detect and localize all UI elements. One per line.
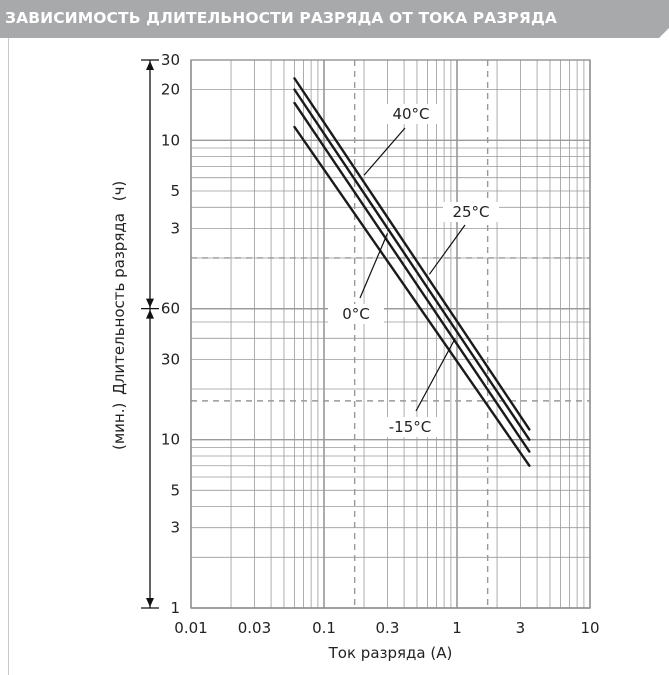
y-tick-label-hours: 10 bbox=[161, 131, 180, 149]
bracket-arrowhead bbox=[146, 598, 154, 607]
series-label-bg bbox=[382, 417, 438, 437]
chart-header: ЗАВИСИМОСТЬ ДЛИТЕЛЬНОСТИ РАЗРЯДА ОТ ТОКА… bbox=[0, 0, 669, 38]
series-label-bg bbox=[443, 202, 499, 222]
x-tick-label: 3 bbox=[516, 619, 526, 637]
y-tick-label-minutes: 3 bbox=[170, 519, 180, 537]
y-axis-title: Длительность разряда bbox=[110, 213, 128, 395]
x-tick-label: 0.3 bbox=[376, 619, 400, 637]
bracket-arrowhead bbox=[146, 309, 154, 319]
x-tick-label: 10 bbox=[580, 619, 599, 637]
y-tick-label-minutes: 10 bbox=[161, 431, 180, 449]
y-tick-label-hours: 5 bbox=[170, 182, 180, 200]
series-label: 25°C bbox=[452, 203, 489, 221]
series-leader-line bbox=[359, 233, 389, 299]
y-tick-label-minutes: 30 bbox=[161, 350, 180, 368]
series-leader-line bbox=[363, 127, 406, 176]
y-tick-label-minutes: 1 bbox=[170, 599, 180, 617]
y-tick-label-hours: 20 bbox=[161, 81, 180, 99]
series-labels: 40°C 25°C 0°C -15°C bbox=[328, 104, 499, 437]
header-corner-cut bbox=[659, 28, 669, 38]
series-label: 0°C bbox=[342, 305, 370, 323]
plot-border bbox=[190, 59, 591, 609]
bracket-arrowhead bbox=[146, 298, 154, 308]
series-line bbox=[293, 101, 531, 453]
x-tick-label: 0.03 bbox=[238, 619, 271, 637]
series-label: 40°C bbox=[392, 105, 429, 123]
series-label-bg bbox=[328, 304, 384, 324]
y-tick-label-minutes: 60 bbox=[161, 300, 180, 318]
y-unit-hours: (ч) bbox=[110, 181, 128, 202]
series-label-bg bbox=[383, 104, 439, 124]
chart-title: ЗАВИСИМОСТЬ ДЛИТЕЛЬНОСТИ РАЗРЯДА ОТ ТОКА… bbox=[5, 9, 557, 27]
y-tick-label-hours: 30 bbox=[161, 51, 180, 69]
x-tick-label: 0.01 bbox=[174, 619, 207, 637]
y-axis-brackets bbox=[141, 59, 159, 609]
series-line bbox=[293, 77, 531, 431]
x-axis-title: Ток разряда (А) bbox=[328, 644, 453, 662]
grid-lines bbox=[190, 59, 591, 609]
curve-series bbox=[293, 77, 531, 467]
series-leader-line bbox=[415, 338, 456, 412]
series-leader-line bbox=[428, 224, 466, 275]
y-unit-minutes: (мин.) bbox=[110, 403, 128, 450]
series-line bbox=[293, 88, 531, 441]
series-line bbox=[293, 125, 531, 467]
y-tick-label-minutes: 5 bbox=[170, 481, 180, 499]
left-border-line bbox=[8, 38, 9, 675]
x-tick-label: 0.1 bbox=[312, 619, 336, 637]
dashed-reference-lines bbox=[191, 60, 590, 608]
y-tick-label-hours: 3 bbox=[170, 219, 180, 237]
x-tick-label: 1 bbox=[452, 619, 462, 637]
bracket-arrowhead bbox=[146, 61, 154, 70]
series-label: -15°C bbox=[389, 418, 431, 436]
